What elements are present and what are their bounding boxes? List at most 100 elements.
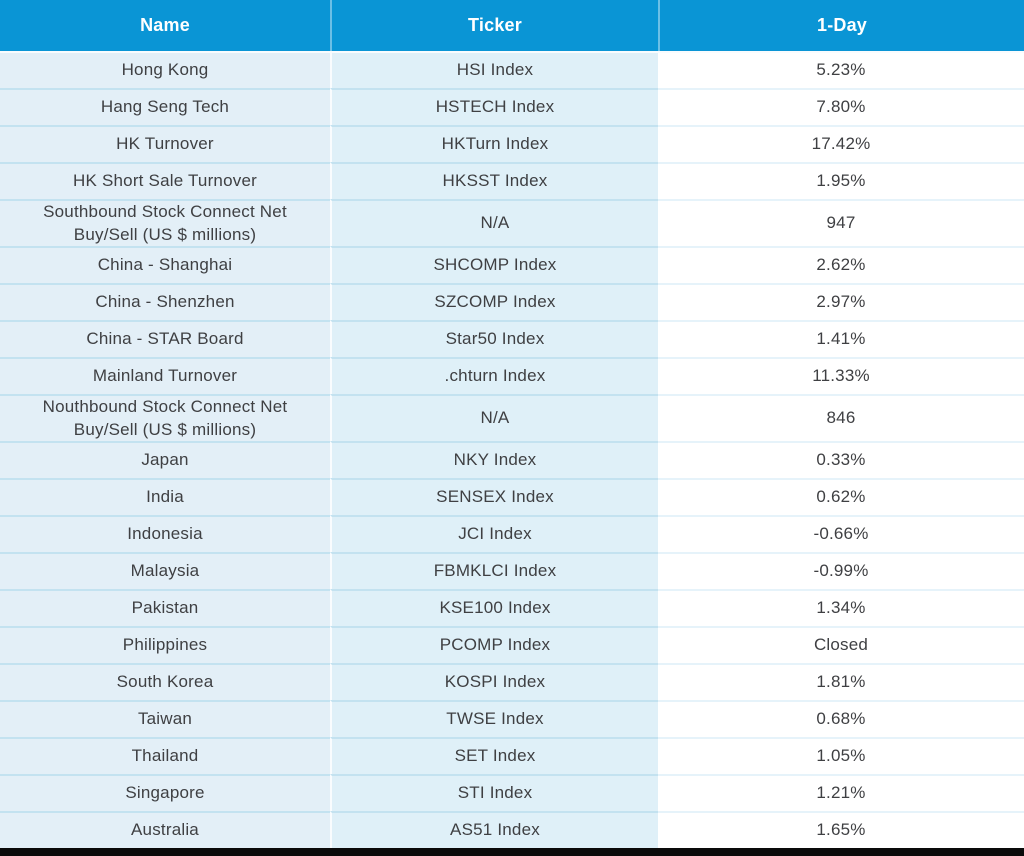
value-cell: 1.34% bbox=[658, 589, 1024, 626]
value-cell: 0.62% bbox=[658, 478, 1024, 515]
name-cell: Taiwan bbox=[0, 700, 330, 737]
ticker-cell: AS51 Index bbox=[330, 811, 658, 848]
name-text: India bbox=[146, 487, 184, 507]
ticker-cell: FBMKLCI Index bbox=[330, 552, 658, 589]
table-row: India SENSEX Index 0.62% bbox=[0, 478, 1024, 515]
table-row: Hong Kong HSI Index 5.23% bbox=[0, 51, 1024, 88]
name-text: Indonesia bbox=[127, 524, 203, 544]
column-header-ticker: Ticker bbox=[330, 0, 658, 51]
value-cell: 1.95% bbox=[658, 162, 1024, 199]
value-cell: 846 bbox=[658, 394, 1024, 441]
table-row: Malaysia FBMKLCI Index -0.99% bbox=[0, 552, 1024, 589]
table-row: China - STAR Board Star50 Index 1.41% bbox=[0, 320, 1024, 357]
name-cell: Thailand bbox=[0, 737, 330, 774]
name-text: Mainland Turnover bbox=[92, 366, 238, 386]
ticker-cell: N/A bbox=[330, 394, 658, 441]
name-cell: Malaysia bbox=[0, 552, 330, 589]
table-row: China - Shanghai SHCOMP Index 2.62% bbox=[0, 246, 1024, 283]
name-cell: China - Shanghai bbox=[0, 246, 330, 283]
name-text: Malaysia bbox=[130, 561, 200, 581]
ticker-cell: NKY Index bbox=[330, 441, 658, 478]
table-row: China - Shenzhen SZCOMP Index 2.97% bbox=[0, 283, 1024, 320]
name-text: HK Short Sale Turnover bbox=[73, 171, 257, 191]
value-cell: 5.23% bbox=[658, 51, 1024, 88]
ticker-cell: N/A bbox=[330, 199, 658, 246]
name-text: China - Shanghai bbox=[97, 255, 233, 275]
name-cell: Hang Seng Tech bbox=[0, 88, 330, 125]
value-cell: Closed bbox=[658, 626, 1024, 663]
ticker-cell: SENSEX Index bbox=[330, 478, 658, 515]
value-cell: 1.41% bbox=[658, 320, 1024, 357]
name-text: South Korea bbox=[116, 672, 214, 692]
table-row: Taiwan TWSE Index 0.68% bbox=[0, 700, 1024, 737]
bottom-border-bar bbox=[0, 848, 1024, 856]
name-text: Hong Kong bbox=[121, 60, 209, 80]
table-row: Australia AS51 Index 1.65% bbox=[0, 811, 1024, 848]
table-row: Japan NKY Index 0.33% bbox=[0, 441, 1024, 478]
name-cell: HK Turnover bbox=[0, 125, 330, 162]
name-text: Hang Seng Tech bbox=[100, 97, 230, 117]
value-cell: 1.65% bbox=[658, 811, 1024, 848]
name-text: China - STAR Board bbox=[86, 329, 244, 349]
name-cell: Philippines bbox=[0, 626, 330, 663]
ticker-cell: KOSPI Index bbox=[330, 663, 658, 700]
value-cell: 0.68% bbox=[658, 700, 1024, 737]
value-cell: 11.33% bbox=[658, 357, 1024, 394]
name-cell: Pakistan bbox=[0, 589, 330, 626]
ticker-cell: Star50 Index bbox=[330, 320, 658, 357]
name-text: Pakistan bbox=[131, 598, 199, 618]
name-cell: Mainland Turnover bbox=[0, 357, 330, 394]
value-cell: -0.99% bbox=[658, 552, 1024, 589]
ticker-cell: HKSST Index bbox=[330, 162, 658, 199]
name-cell: South Korea bbox=[0, 663, 330, 700]
value-cell: 0.33% bbox=[658, 441, 1024, 478]
value-cell: 7.80% bbox=[658, 88, 1024, 125]
table-row: Southbound Stock Connect Net Buy/Sell (U… bbox=[0, 199, 1024, 246]
table-row: Mainland Turnover .chturn Index 11.33% bbox=[0, 357, 1024, 394]
table-header-row: Name Ticker 1-Day bbox=[0, 0, 1024, 51]
ticker-cell: JCI Index bbox=[330, 515, 658, 552]
name-text: Nouthbound Stock Connect Net Buy/Sell (U… bbox=[42, 397, 288, 439]
name-text: China - Shenzhen bbox=[95, 292, 235, 312]
table-row: Nouthbound Stock Connect Net Buy/Sell (U… bbox=[0, 394, 1024, 441]
name-cell: China - STAR Board bbox=[0, 320, 330, 357]
name-cell: Southbound Stock Connect Net Buy/Sell (U… bbox=[0, 199, 330, 246]
value-cell: 1.21% bbox=[658, 774, 1024, 811]
ticker-cell: .chturn Index bbox=[330, 357, 658, 394]
table-row: Hang Seng Tech HSTECH Index 7.80% bbox=[0, 88, 1024, 125]
table-row: Singapore STI Index 1.21% bbox=[0, 774, 1024, 811]
name-text: Singapore bbox=[125, 783, 205, 803]
ticker-cell: KSE100 Index bbox=[330, 589, 658, 626]
name-cell: Japan bbox=[0, 441, 330, 478]
name-text: Taiwan bbox=[137, 709, 193, 729]
column-header-name: Name bbox=[140, 15, 190, 35]
table-row: South Korea KOSPI Index 1.81% bbox=[0, 663, 1024, 700]
name-cell: Nouthbound Stock Connect Net Buy/Sell (U… bbox=[0, 394, 330, 441]
ticker-cell: SHCOMP Index bbox=[330, 246, 658, 283]
value-cell: -0.66% bbox=[658, 515, 1024, 552]
column-header-1day: 1-Day bbox=[658, 0, 1024, 51]
name-cell: Australia bbox=[0, 811, 330, 848]
ticker-cell: SET Index bbox=[330, 737, 658, 774]
table-row: Philippines PCOMP Index Closed bbox=[0, 626, 1024, 663]
name-text: Japan bbox=[141, 450, 189, 470]
name-cell: Indonesia bbox=[0, 515, 330, 552]
table-row: Thailand SET Index 1.05% bbox=[0, 737, 1024, 774]
ticker-cell: TWSE Index bbox=[330, 700, 658, 737]
name-text: Southbound Stock Connect Net Buy/Sell (U… bbox=[43, 202, 287, 244]
table-row: HK Short Sale Turnover HKSST Index 1.95% bbox=[0, 162, 1024, 199]
value-cell: 17.42% bbox=[658, 125, 1024, 162]
name-text: Australia bbox=[131, 820, 199, 840]
ticker-cell: HSTECH Index bbox=[330, 88, 658, 125]
name-text: Philippines bbox=[122, 635, 208, 655]
table-row: Indonesia JCI Index -0.66% bbox=[0, 515, 1024, 552]
ticker-cell: STI Index bbox=[330, 774, 658, 811]
name-cell: Singapore bbox=[0, 774, 330, 811]
name-cell: HK Short Sale Turnover bbox=[0, 162, 330, 199]
value-cell: 947 bbox=[658, 199, 1024, 246]
value-cell: 1.81% bbox=[658, 663, 1024, 700]
name-cell: India bbox=[0, 478, 330, 515]
name-text: Thailand bbox=[131, 746, 199, 766]
ticker-cell: PCOMP Index bbox=[330, 626, 658, 663]
